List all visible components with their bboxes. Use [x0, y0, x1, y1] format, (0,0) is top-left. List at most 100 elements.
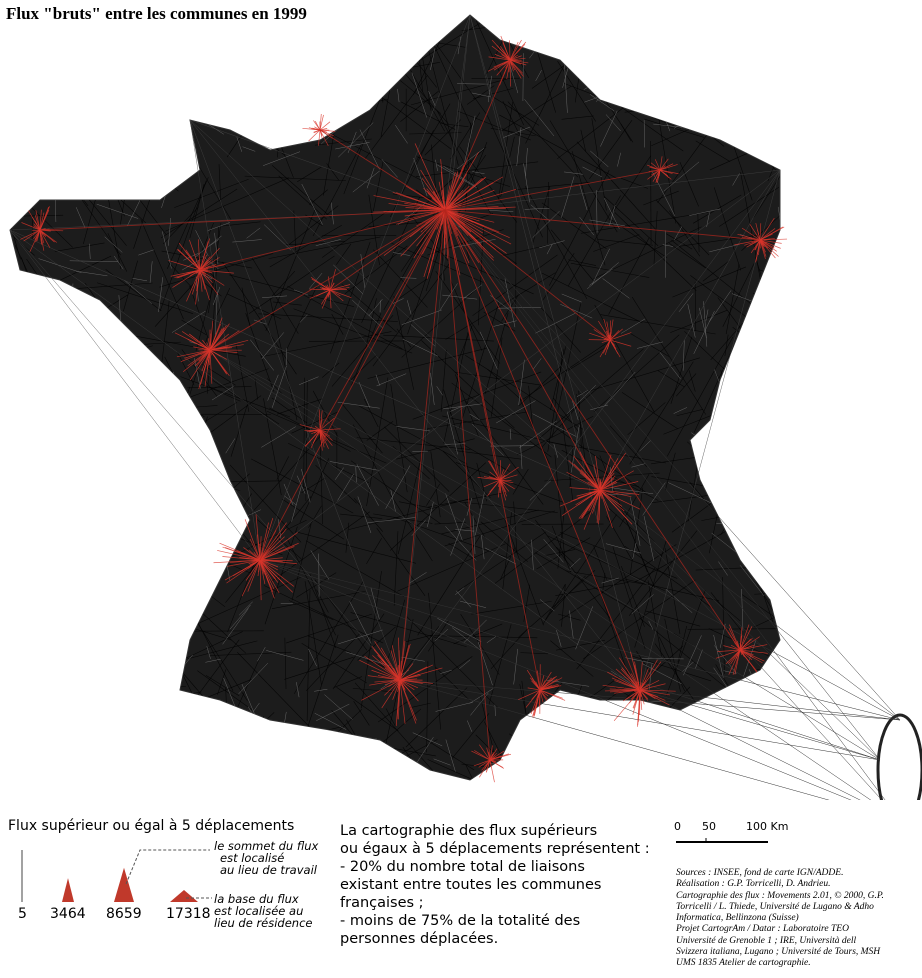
flow — [187, 26, 236, 114]
flow — [47, 451, 55, 470]
source-line: Torricelli / L. Thiede, Université de Lu… — [676, 902, 884, 913]
description-line: - 20% du nombre total de liaisons — [340, 858, 650, 876]
flow — [89, 489, 115, 501]
flow — [0, 43, 31, 91]
flow — [0, 131, 25, 152]
flow — [26, 630, 84, 707]
flow — [713, 69, 747, 73]
flow — [352, 756, 376, 762]
flow — [755, 257, 790, 368]
legend-mark — [62, 878, 74, 902]
flow — [251, 67, 281, 72]
flow — [672, 60, 782, 99]
annotation-line: lieu de résidence — [214, 917, 313, 929]
sources: Sources : INSEE, fond de carte IGN/ADDE.… — [676, 868, 884, 970]
flow — [610, 771, 650, 778]
flow — [674, 113, 695, 129]
flow — [753, 293, 769, 309]
flow — [304, 63, 307, 81]
flow — [0, 619, 26, 626]
flow — [169, 372, 174, 413]
flow — [767, 658, 868, 751]
flow — [60, 768, 69, 775]
flow — [231, 710, 234, 800]
flow — [44, 346, 108, 354]
flow — [187, 417, 207, 490]
flow — [48, 105, 70, 139]
flow — [719, 422, 726, 444]
flow — [33, 328, 48, 365]
flow — [122, 528, 127, 621]
flow — [724, 68, 830, 88]
flow — [72, 28, 84, 46]
flow — [0, 612, 63, 642]
flow — [75, 631, 128, 745]
flow — [715, 0, 800, 68]
flow — [115, 591, 156, 623]
flow — [332, 108, 343, 119]
flow — [131, 499, 150, 537]
flow — [144, 84, 231, 88]
flow — [60, 445, 81, 468]
description-line: existant entre toutes les communes — [340, 876, 650, 894]
flow — [160, 520, 172, 628]
flow — [60, 397, 101, 420]
flow — [203, 741, 210, 800]
flow — [96, 472, 109, 479]
flow — [177, 421, 196, 443]
flow — [118, 613, 125, 640]
legend-value: 17318 — [166, 906, 211, 922]
flow — [185, 434, 204, 457]
source-line: Réalisation : G.P. Torricelli, D. Andrie… — [676, 879, 884, 890]
flow — [83, 716, 106, 723]
legend-value: 8659 — [106, 906, 142, 922]
flow — [85, 758, 120, 791]
flow — [72, 182, 80, 188]
flow — [42, 344, 74, 356]
flow — [44, 179, 61, 190]
flow — [749, 411, 814, 426]
flow — [598, 62, 609, 100]
flow — [684, 724, 774, 731]
flow — [199, 730, 241, 751]
flow — [79, 690, 103, 704]
flow — [79, 703, 88, 731]
flow — [263, 716, 282, 766]
flow — [79, 96, 91, 108]
description-line: - moins de 75% de la totalité des — [340, 912, 650, 930]
flow — [74, 574, 174, 605]
flow — [240, 71, 325, 96]
flow — [278, 43, 299, 128]
flow — [253, 51, 325, 123]
flow — [86, 740, 126, 761]
flow — [534, 726, 578, 800]
description-line: françaises ; — [340, 894, 650, 912]
annotation-top: le sommet du flux est localisé au lieu d… — [214, 840, 318, 876]
flow — [162, 513, 164, 546]
flow — [78, 629, 107, 639]
flow — [41, 334, 103, 359]
flow — [51, 404, 80, 416]
flow — [163, 421, 172, 442]
flow — [760, 329, 768, 378]
flow — [120, 29, 151, 157]
flow — [688, 114, 711, 128]
flow — [154, 692, 201, 701]
flow — [158, 123, 163, 150]
flow — [27, 129, 53, 180]
flow — [133, 721, 207, 748]
flow — [321, 78, 363, 80]
flow — [43, 694, 118, 752]
flow — [112, 346, 153, 358]
flow — [37, 717, 50, 748]
flow — [133, 719, 172, 727]
flow — [93, 147, 104, 181]
flow — [593, 745, 659, 791]
flow — [49, 553, 85, 578]
flow — [99, 558, 185, 633]
flow — [625, 100, 752, 112]
flow — [368, 0, 383, 103]
source-line: UMS 1835 Atelier de cartographie. — [676, 958, 884, 969]
flow — [111, 554, 152, 663]
flow — [0, 652, 38, 757]
